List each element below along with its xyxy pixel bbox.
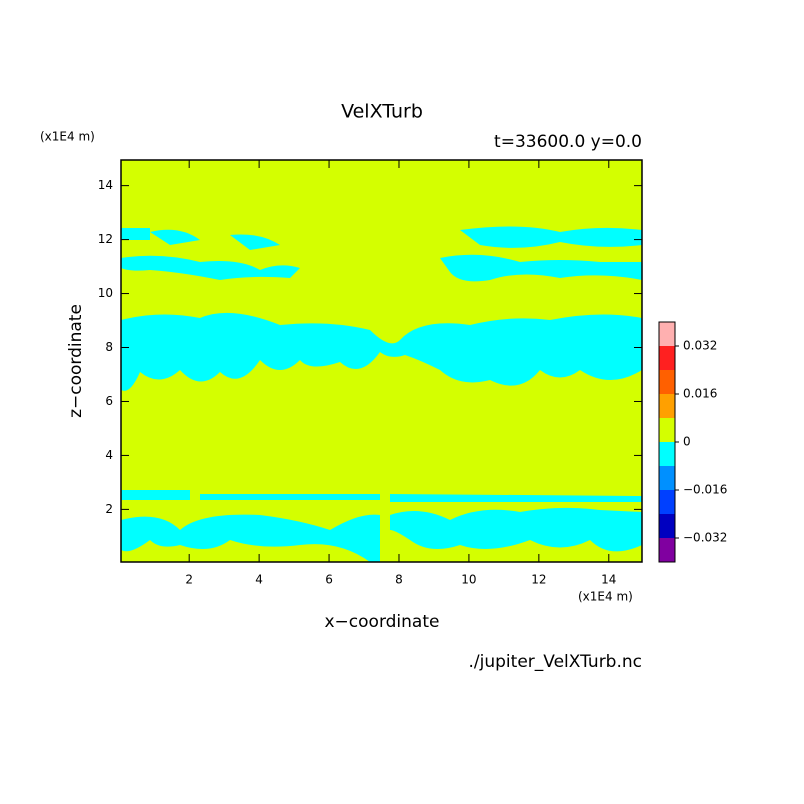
y-unit: (x1E4 m) (40, 130, 95, 144)
y-tick-label: 10 (98, 286, 113, 300)
colorbar-tick-label: 0.016 (683, 387, 717, 401)
y-axis-label: z−coordinate (66, 304, 86, 418)
y-tick-label: 14 (98, 178, 113, 192)
x-tick-label: 6 (325, 573, 333, 587)
colorbar-swatch (659, 538, 675, 562)
subtitle: t=33600.0 y=0.0 (494, 132, 642, 152)
contour-regions (121, 226, 642, 562)
y-tick-label: 2 (105, 502, 113, 516)
colorbar-tick-label: −0.032 (683, 531, 727, 545)
plot-area (120, 159, 643, 563)
y-tick-label: 8 (105, 340, 113, 354)
x-tick-label: 8 (395, 573, 403, 587)
x-tick-label: 10 (461, 573, 476, 587)
colorbar-tick-label: 0.032 (683, 339, 717, 353)
colorbar-swatch (659, 490, 675, 514)
y-tick-label: 4 (105, 448, 113, 462)
colorbar-swatch (659, 322, 675, 346)
colorbar-tick-label: −0.016 (683, 483, 727, 497)
x-tick-label: 14 (601, 573, 616, 587)
colorbar-swatch (659, 442, 675, 466)
chart-title: VelXTurb (341, 101, 423, 123)
plot-frame (120, 159, 643, 563)
x-tick-label: 2 (185, 573, 193, 587)
x-tick-label: 12 (531, 573, 546, 587)
colorbar-swatch (659, 394, 675, 418)
x-axis-label: x−coordinate (325, 612, 440, 632)
x-unit: (x1E4 m) (578, 590, 633, 604)
colorbar-swatch (659, 370, 675, 394)
file-name: ./jupiter_VelXTurb.nc (469, 652, 642, 672)
colorbar-tick-label: 0 (683, 435, 691, 449)
y-tick-label: 12 (98, 232, 113, 246)
x-tick-label: 4 (255, 573, 263, 587)
colorbar-swatch (659, 346, 675, 370)
colorbar-swatch (659, 418, 675, 442)
colorbar-swatch (659, 466, 675, 490)
colorbar-swatch (659, 514, 675, 538)
y-tick-label: 6 (105, 394, 113, 408)
